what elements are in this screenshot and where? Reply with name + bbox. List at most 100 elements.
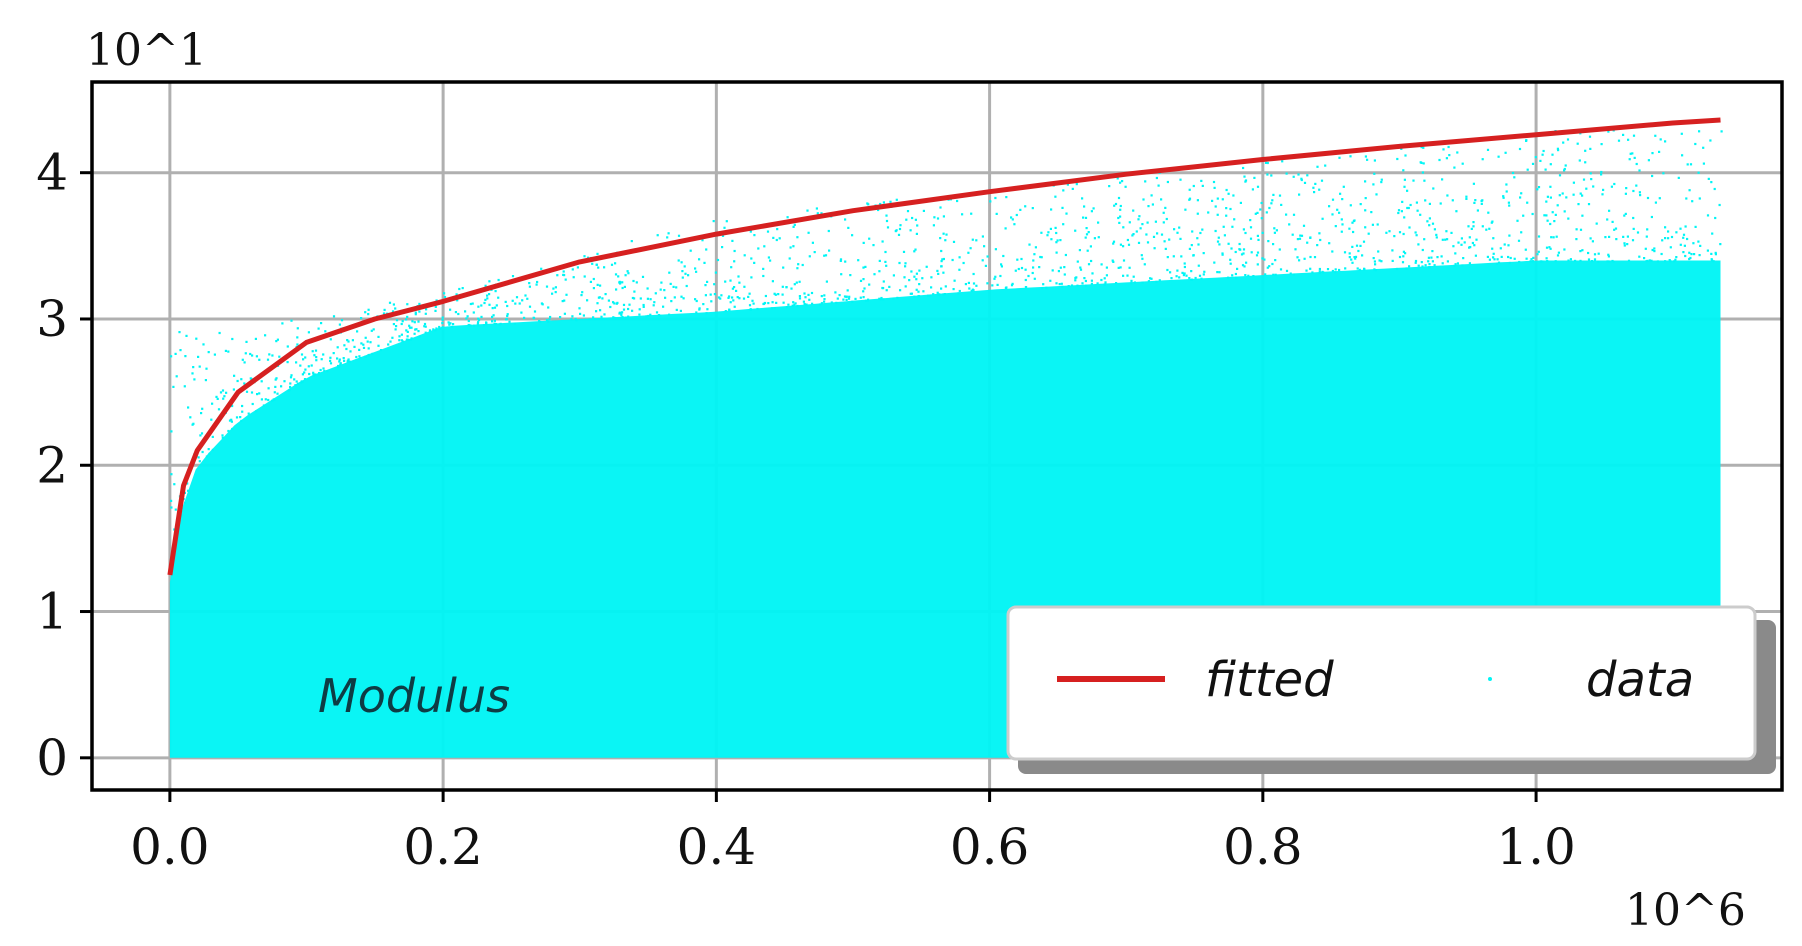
data-point	[227, 350, 230, 353]
data-point	[310, 364, 313, 367]
data-point	[1328, 242, 1331, 245]
data-point	[993, 277, 996, 280]
data-point	[469, 302, 472, 306]
data-point	[1428, 224, 1431, 227]
data-point	[1562, 141, 1565, 144]
data-point	[828, 249, 831, 252]
data-point	[1154, 220, 1157, 223]
data-point	[435, 327, 438, 330]
data-point	[910, 270, 913, 273]
data-point	[441, 322, 444, 325]
data-point	[201, 450, 204, 454]
data-point	[211, 402, 214, 405]
data-point	[1059, 239, 1062, 242]
data-point	[630, 240, 633, 243]
data-point	[1646, 196, 1650, 200]
data-point	[932, 224, 935, 227]
data-point	[764, 294, 767, 298]
data-point	[839, 259, 842, 262]
data-point	[1661, 239, 1664, 242]
data-point	[851, 234, 854, 237]
data-point	[994, 275, 997, 278]
data-point	[753, 234, 756, 237]
data-point	[730, 266, 733, 269]
data-point	[1557, 149, 1560, 152]
data-point	[1492, 252, 1495, 255]
data-point	[1431, 250, 1434, 253]
data-point	[942, 293, 945, 296]
data-point	[801, 263, 804, 267]
data-point	[372, 328, 375, 331]
data-point	[1213, 261, 1216, 264]
data-point	[1266, 266, 1269, 269]
data-point	[228, 419, 232, 422]
data-point	[911, 216, 914, 220]
data-point	[698, 258, 701, 261]
data-point	[216, 397, 219, 400]
data-point	[1645, 235, 1648, 238]
data-point	[200, 432, 204, 435]
data-point	[423, 322, 427, 326]
data-point	[1155, 176, 1158, 180]
data-point	[505, 318, 508, 321]
data-point	[704, 294, 707, 297]
data-point	[448, 323, 451, 326]
data-point	[338, 323, 341, 326]
data-point	[486, 297, 489, 300]
data-point	[586, 299, 589, 302]
data-point	[520, 311, 523, 314]
data-point	[1201, 228, 1204, 231]
data-point	[250, 391, 254, 394]
data-point	[414, 328, 417, 331]
data-point	[1108, 185, 1111, 188]
data-point	[1166, 268, 1169, 272]
data-point	[1415, 234, 1418, 237]
data-point	[1421, 171, 1424, 174]
data-point	[1452, 245, 1455, 248]
data-point	[677, 234, 681, 237]
data-point	[881, 240, 884, 243]
data-point	[747, 295, 750, 298]
data-point	[1340, 230, 1343, 233]
data-point	[863, 287, 866, 290]
data-point	[1242, 248, 1246, 251]
data-point	[672, 285, 675, 288]
data-point	[281, 322, 284, 325]
data-point	[1446, 260, 1449, 263]
data-point	[332, 352, 335, 355]
data-point	[773, 307, 776, 310]
data-point	[1261, 257, 1264, 260]
data-point	[1244, 231, 1247, 235]
data-point	[626, 270, 629, 273]
data-point	[775, 238, 778, 242]
data-point	[1651, 248, 1654, 252]
data-point	[728, 295, 731, 298]
data-point	[936, 291, 939, 294]
data-point	[303, 378, 307, 381]
data-point	[1112, 240, 1116, 243]
data-point	[258, 358, 261, 361]
data-point	[1074, 229, 1077, 232]
data-point	[940, 287, 943, 290]
data-point	[199, 434, 202, 437]
data-point	[219, 391, 223, 394]
data-point	[183, 385, 186, 388]
data-point	[983, 245, 986, 248]
data-point	[1470, 227, 1473, 230]
data-point	[1611, 259, 1614, 263]
data-point	[418, 335, 421, 338]
data-point	[915, 232, 918, 235]
data-point	[406, 330, 409, 333]
data-point	[1584, 161, 1587, 164]
data-point	[552, 287, 555, 290]
data-point	[1408, 226, 1411, 229]
data-point	[294, 384, 297, 387]
data-point	[862, 241, 865, 244]
data-point	[1313, 256, 1317, 259]
data-point	[796, 267, 799, 270]
data-point	[1508, 234, 1511, 237]
data-point	[329, 359, 332, 362]
data-point	[1256, 211, 1259, 214]
data-point	[1178, 276, 1181, 279]
data-point	[1234, 272, 1237, 276]
